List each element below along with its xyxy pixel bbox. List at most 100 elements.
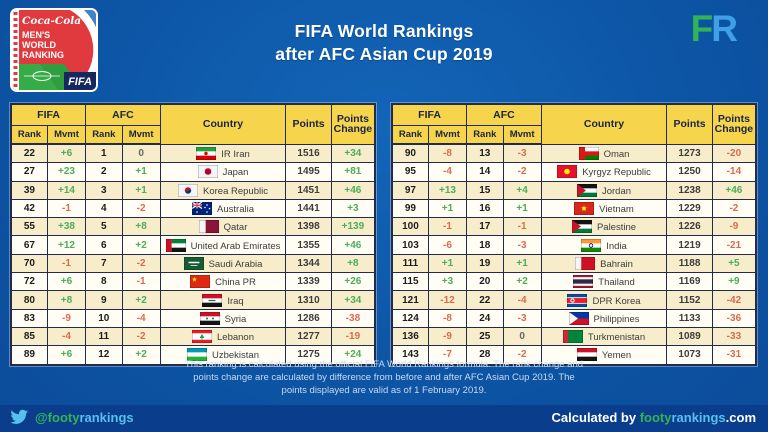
table-row: 111 +1 19 +1 Bahrain 1188 +5 — [391, 253, 757, 274]
fifa-mvmt-header: Mvmt — [427, 125, 468, 145]
table-row: 115 +3 20 +2 Thailand 1169 +9 — [391, 272, 757, 292]
afc-rank-cell: 1 — [85, 143, 123, 164]
table-row: 22 +6 1 0 IR Iran 1516 +34 — [10, 143, 376, 164]
table-row: 80 +8 9 +2 Iraq 1310 +34 — [10, 290, 376, 310]
country-cell: Syria — [159, 308, 287, 328]
points-cell: 1277 — [285, 326, 332, 347]
table-row: 143 -7 28 -2 Yemen 1073 -31 — [391, 345, 757, 366]
points-change-cell: +3 — [330, 198, 376, 219]
afc-rank-cell: 13 — [466, 143, 504, 164]
country-cell: Japan — [159, 162, 287, 182]
fifa-rank-cell: 99 — [391, 198, 429, 219]
fifa-mvmt-cell: -8 — [427, 308, 468, 328]
points-cell: 1355 — [285, 235, 332, 255]
fifa-mvmt-cell: -8 — [427, 143, 468, 164]
table-row: 124 -8 24 -3 Philippines 1133 -36 — [391, 308, 757, 328]
fifa-rank-cell: 85 — [10, 326, 48, 347]
country-cell: Philippines — [540, 308, 668, 328]
points-cell: 1250 — [666, 162, 713, 182]
country-cell: Bahrain — [540, 253, 668, 274]
points-cell: 1339 — [285, 272, 332, 292]
country-cell: Vietnam — [540, 198, 668, 219]
afc-rank-cell: 18 — [466, 235, 504, 255]
fifa-mvmt-cell: -1 — [46, 253, 87, 274]
points-cell: 1441 — [285, 198, 332, 219]
svg-text:WORLD: WORLD — [22, 40, 56, 50]
bahrain-flag-icon — [575, 256, 596, 270]
afc-mvmt-cell: 0 — [502, 326, 542, 347]
fifa-mvmt-cell: -4 — [46, 326, 87, 347]
points-change-cell: -36 — [711, 308, 757, 328]
fifa-rank-cell: 115 — [391, 272, 429, 292]
afc-mvmt-cell: +2 — [502, 272, 542, 292]
vietnam-flag-icon — [574, 202, 595, 216]
india-flag-icon — [581, 238, 602, 252]
points-cell: 1398 — [285, 217, 332, 237]
afc-mvmt-cell: +2 — [121, 345, 161, 366]
afc-rank-cell: 2 — [85, 162, 123, 182]
fr-logo-f: F — [690, 8, 714, 49]
country-cell: Uzbekistan — [159, 345, 287, 366]
country-cell: Jordan — [540, 180, 668, 200]
points-cell: 1516 — [285, 143, 332, 164]
table-row: 72 +6 8 -1 China PR 1339 +26 — [10, 272, 376, 292]
points-change-cell: -19 — [330, 326, 376, 347]
table-row: 85 -4 11 -2 Lebanon 1277 -19 — [10, 326, 376, 347]
country-cell: United Arab Emirates — [159, 235, 287, 255]
country-name: India — [606, 240, 627, 252]
country-name: Yemen — [601, 350, 632, 362]
points-change-cell: -42 — [711, 290, 757, 310]
fifa-rank-cell: 89 — [10, 345, 48, 366]
country-cell: Yemen — [540, 345, 668, 366]
country-name: Bahrain — [600, 258, 633, 270]
footyrankings-com-link[interactable]: footyrankings.com — [639, 410, 756, 425]
fifa-rank-cell: 121 — [391, 290, 429, 310]
points-change-cell: -31 — [711, 345, 757, 366]
philippines-flag-icon — [568, 311, 589, 326]
afc-rank-cell: 14 — [466, 162, 504, 182]
points-change-cell: -9 — [711, 217, 757, 237]
country-name: Turkmenistan — [587, 332, 646, 344]
table-row: 89 +6 12 +2 Uzbekistan 1275 +24 — [10, 345, 376, 366]
twitter-handle-link[interactable]: @footyrankings — [10, 409, 134, 425]
fifa-rank-header: Rank — [391, 125, 429, 145]
country-name: Iraq — [227, 295, 244, 307]
table-row: 42 -1 4 -2 Australia 1441 +3 — [10, 198, 376, 219]
country-name: Korea Republic — [203, 185, 268, 197]
table-row: 95 -4 14 -2 Kyrgyz Republic 1250 -14 — [391, 162, 757, 182]
fifa-rank-cell: 143 — [391, 345, 429, 366]
fifa-mvmt-cell: +23 — [46, 162, 87, 182]
afc-mvmt-cell: -4 — [121, 308, 161, 328]
afc-mvmt-cell: +1 — [502, 253, 542, 274]
fifa-rank-cell: 90 — [391, 143, 429, 164]
country-cell: Korea Republic — [159, 180, 287, 200]
table-row: 39 +14 3 +1 Korea Republic 1451 +46 — [10, 180, 376, 200]
country-cell: Kyrgyz Republic — [540, 162, 668, 182]
fifa-rank-cell: 97 — [391, 180, 429, 200]
fr-logo-r: R — [711, 8, 738, 49]
afc-mvmt-cell: -2 — [121, 326, 161, 347]
fifa-rank-cell: 27 — [10, 162, 48, 182]
points-cell: 1152 — [666, 290, 713, 310]
iraq-flag-icon — [202, 293, 223, 307]
fifa-mvmt-header: Mvmt — [46, 125, 87, 145]
afc-mvmt-cell: -3 — [502, 308, 542, 328]
afc-rank-header: Rank — [466, 125, 504, 145]
afc-mvmt-cell: +1 — [121, 162, 161, 182]
fifa-rank-cell: 95 — [391, 162, 429, 182]
afc-mvmt-cell: -2 — [121, 253, 161, 274]
afc-rank-cell: 22 — [466, 290, 504, 310]
country-name: Australia — [217, 204, 254, 216]
afc-rank-cell: 10 — [85, 308, 123, 328]
afc-mvmt-cell: -1 — [502, 217, 542, 237]
points-change-cell: +34 — [330, 290, 376, 310]
country-cell: India — [540, 235, 668, 255]
fifa-mvmt-cell: +12 — [46, 235, 87, 255]
points-header: Points — [285, 103, 332, 145]
afc-mvmt-cell: -2 — [502, 345, 542, 366]
fifa-rank-cell: 111 — [391, 253, 429, 274]
rankings-table-right: FIFA AFC Country Points Points Change Ra… — [391, 103, 757, 366]
country-header: Country — [540, 103, 668, 145]
country-name: Japan — [222, 167, 249, 179]
country-name: IR Iran — [221, 148, 250, 160]
